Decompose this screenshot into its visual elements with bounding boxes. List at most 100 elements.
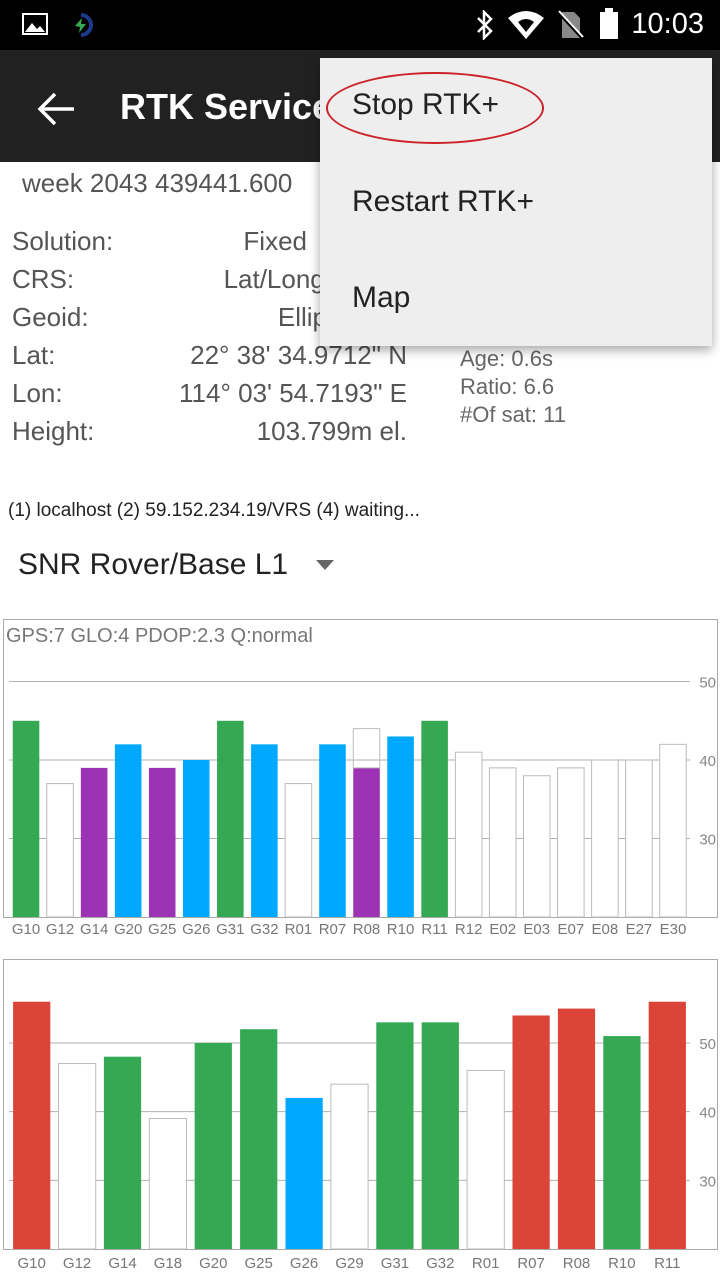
snr-bar [148, 767, 176, 917]
snr-bar [454, 751, 483, 918]
snr-bar [194, 1042, 232, 1249]
no-sim-icon [556, 10, 584, 40]
snr-bar [625, 759, 653, 918]
info-label: Lat: [12, 340, 56, 370]
x-tick-label: R07 [517, 1255, 545, 1272]
info-value: Lat/Long/ [223, 264, 332, 294]
info-row-height: Height: 103.799m el. [12, 416, 407, 452]
menu-item-restart-rtk[interactable]: Restart RTK+ [352, 185, 535, 218]
snr-bar [182, 760, 210, 917]
snr-bar [512, 1015, 550, 1249]
snr-bar [284, 783, 313, 918]
x-tick-label: G20 [114, 921, 142, 938]
gps-week-time: week 2043 439441.600 [22, 168, 293, 198]
x-tick-label: G14 [80, 921, 108, 938]
snr-bar [353, 767, 380, 917]
bluetooth-icon [477, 10, 493, 40]
x-tick-label: G26 [182, 921, 210, 938]
info-row-crs: CRS: Lat/Long/ [12, 264, 407, 300]
y-tick-label: 50 [699, 1036, 716, 1053]
status-bar: 10:03 [0, 0, 720, 50]
page-title: RTK Service [120, 86, 333, 127]
snr-bar [376, 1022, 414, 1249]
wifi-icon [508, 11, 544, 39]
snr-bar [488, 767, 517, 918]
info-value: Fixed [243, 226, 307, 256]
snr-bar [285, 1097, 323, 1249]
snr-bar [522, 775, 551, 918]
x-tick-label: G10 [12, 921, 40, 938]
selector-label: SNR Rover/Base L1 [18, 548, 289, 581]
chart-title: GPS:7 GLO:4 PDOP:2.3 Q:normal [6, 625, 313, 647]
highlight-annotation [326, 72, 544, 144]
info-row-solution: Solution: Fixed [12, 226, 407, 262]
snr-bar [659, 743, 687, 918]
info-value: 114° 03' 54.7193" E [179, 378, 407, 408]
x-tick-label: G18 [154, 1255, 182, 1272]
x-tick-label: R08 [353, 921, 381, 938]
x-tick-label: G31 [216, 921, 244, 938]
info-label: CRS: [12, 264, 75, 294]
x-tick-label: R01 [472, 1255, 500, 1272]
image-icon [22, 13, 48, 35]
x-tick-label: R10 [387, 921, 415, 938]
x-tick-label: E07 [557, 921, 584, 938]
x-tick-label: G10 [18, 1255, 46, 1272]
y-tick-label: 40 [699, 753, 716, 770]
snr-bar [421, 720, 448, 917]
snr-bar [591, 759, 619, 918]
clock: 10:03 [631, 8, 704, 40]
x-tick-label: R11 [421, 921, 447, 938]
x-tick-label: R11 [654, 1255, 680, 1272]
snr-bar [648, 1001, 686, 1249]
menu-item-map[interactable]: Map [352, 281, 411, 314]
x-tick-label: G32 [250, 921, 278, 938]
x-tick-label: E03 [523, 921, 550, 938]
back-arrow-icon[interactable] [36, 88, 78, 130]
connection-status: (1) localhost (2) 59.152.234.19/VRS (4) … [8, 500, 420, 521]
battery-icon [600, 8, 618, 39]
info-row-geoid: Geoid: Ellip [12, 302, 407, 338]
snr-bar [387, 736, 414, 917]
x-tick-label: G31 [381, 1255, 409, 1272]
y-tick-label: 30 [699, 832, 716, 849]
snr-bar [80, 767, 108, 917]
age-text: Age: 0.6s [460, 346, 553, 371]
x-tick-label: E02 [489, 921, 516, 938]
snr-bar [603, 1036, 641, 1249]
snr-chart-l1: GPS:7 GLO:4 PDOP:2.3 Q:normal 30 40 50 G10 G… [3, 619, 718, 938]
snr-bar [57, 1063, 97, 1250]
x-tick-label: E27 [626, 921, 653, 938]
x-tick-label: R07 [319, 921, 347, 938]
snr-selector-dropdown[interactable]: SNR Rover/Base L1 [18, 548, 334, 582]
x-tick-label: G25 [148, 921, 176, 938]
x-tick-label: R12 [455, 921, 483, 938]
info-value: Ellip [277, 302, 327, 332]
x-tick-label: R01 [285, 921, 313, 938]
snr-bar [251, 744, 278, 917]
snr-bar [13, 1001, 51, 1249]
info-label: Geoid: [12, 302, 89, 332]
info-label: Solution: [12, 226, 114, 256]
x-tick-label: G20 [199, 1255, 227, 1272]
snr-bar [466, 1069, 505, 1250]
snr-bar [319, 744, 346, 917]
info-label: Height: [12, 416, 95, 446]
snr-bar [352, 728, 381, 769]
snr-bar [557, 1008, 596, 1249]
info-value: 103.799m el. [256, 416, 407, 446]
snr-bar [330, 1083, 369, 1250]
snr-bar [421, 1022, 459, 1249]
info-row-lon: Lon: 114° 03' 54.7193" E [12, 378, 407, 414]
y-tick-label: 50 [699, 675, 716, 692]
info-label: Lon: [12, 378, 63, 408]
x-tick-label: R08 [563, 1255, 591, 1272]
x-tick-label: G26 [290, 1255, 318, 1272]
snr-bar [217, 720, 244, 917]
x-tick-label: R10 [608, 1255, 636, 1272]
x-tick-label: E08 [592, 921, 619, 938]
x-tick-label: G25 [245, 1255, 273, 1272]
x-tick-label: G12 [63, 1255, 91, 1272]
app-icon [75, 13, 93, 37]
x-tick-label: G14 [108, 1255, 136, 1272]
